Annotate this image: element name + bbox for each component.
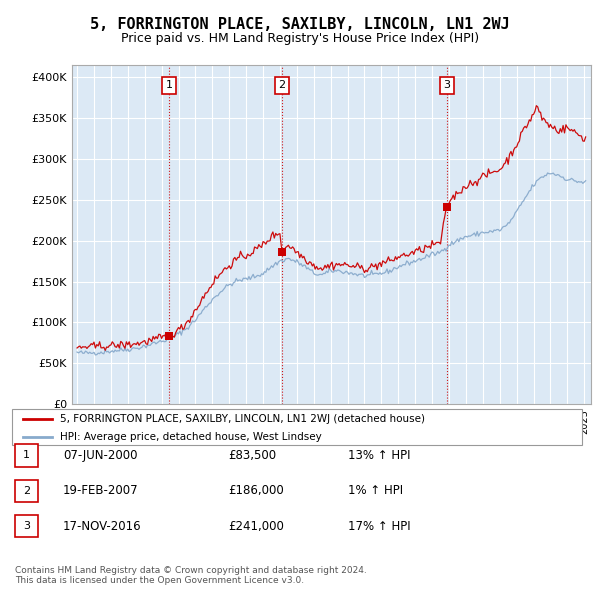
Text: 19-FEB-2007: 19-FEB-2007 — [63, 484, 139, 497]
Text: Contains HM Land Registry data © Crown copyright and database right 2024.
This d: Contains HM Land Registry data © Crown c… — [15, 566, 367, 585]
Text: 2: 2 — [23, 486, 30, 496]
Text: 2: 2 — [278, 80, 286, 90]
Text: 3: 3 — [443, 80, 451, 90]
Text: 17% ↑ HPI: 17% ↑ HPI — [348, 520, 410, 533]
Text: HPI: Average price, detached house, West Lindsey: HPI: Average price, detached house, West… — [61, 432, 322, 442]
Text: 1% ↑ HPI: 1% ↑ HPI — [348, 484, 403, 497]
Text: 17-NOV-2016: 17-NOV-2016 — [63, 520, 142, 533]
Text: £83,500: £83,500 — [228, 449, 276, 462]
Text: 5, FORRINGTON PLACE, SAXILBY, LINCOLN, LN1 2WJ: 5, FORRINGTON PLACE, SAXILBY, LINCOLN, L… — [90, 17, 510, 31]
Text: Price paid vs. HM Land Registry's House Price Index (HPI): Price paid vs. HM Land Registry's House … — [121, 32, 479, 45]
Text: £241,000: £241,000 — [228, 520, 284, 533]
Text: 3: 3 — [23, 522, 30, 531]
Text: 5, FORRINGTON PLACE, SAXILBY, LINCOLN, LN1 2WJ (detached house): 5, FORRINGTON PLACE, SAXILBY, LINCOLN, L… — [61, 414, 425, 424]
Text: 1: 1 — [166, 80, 173, 90]
Text: 07-JUN-2000: 07-JUN-2000 — [63, 449, 137, 462]
Text: 13% ↑ HPI: 13% ↑ HPI — [348, 449, 410, 462]
Text: £186,000: £186,000 — [228, 484, 284, 497]
Text: 1: 1 — [23, 451, 30, 460]
